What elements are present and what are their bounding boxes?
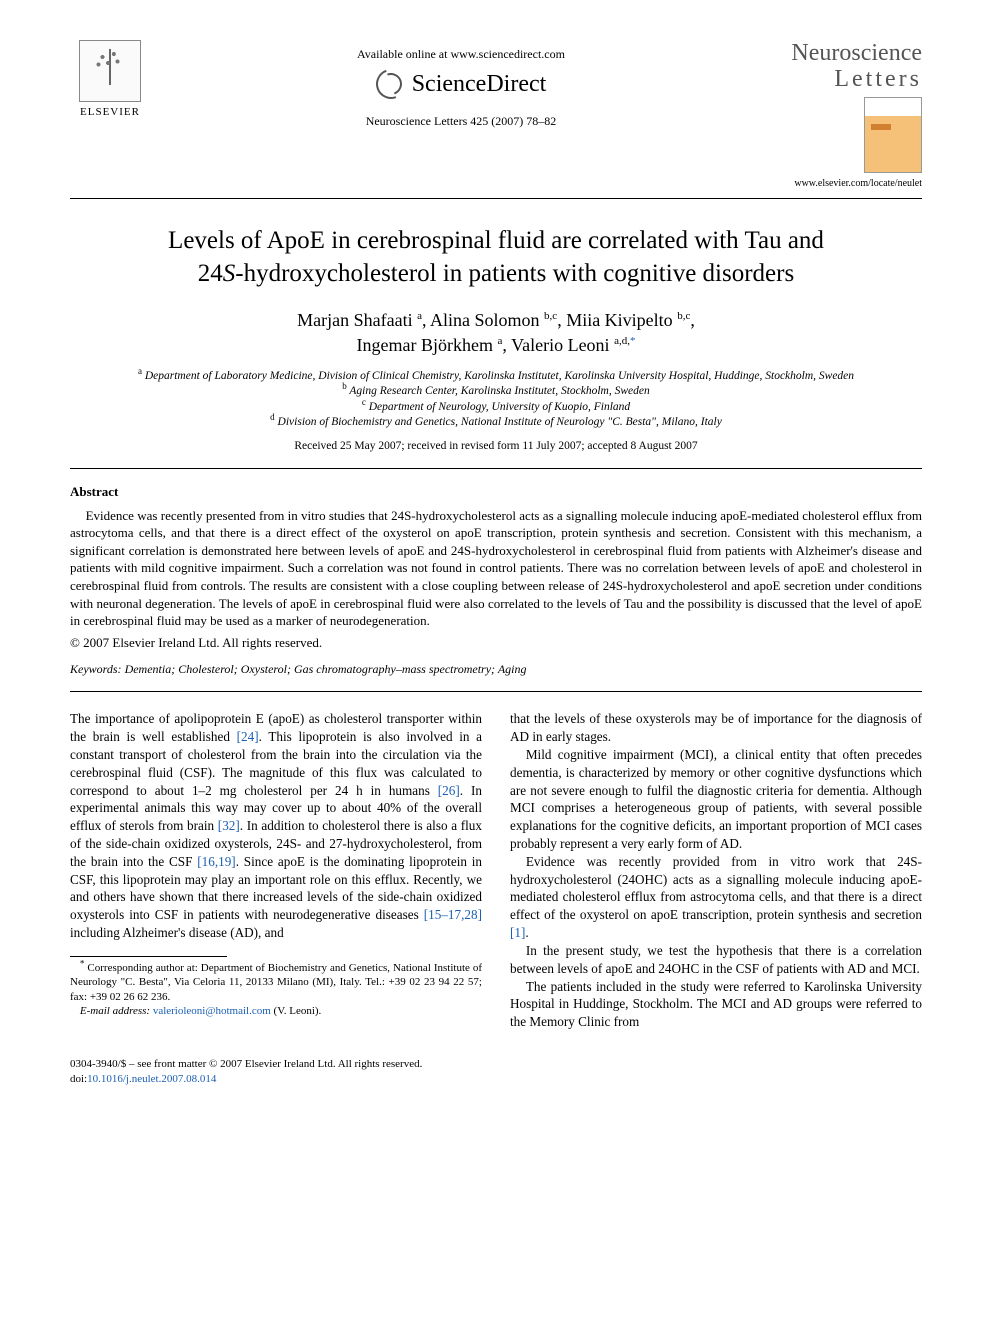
elsevier-label: ELSEVIER — [70, 105, 150, 120]
journal-cover-icon — [864, 97, 922, 173]
doi-prefix: doi: — [70, 1073, 87, 1085]
author-3-aff: b,c — [677, 310, 690, 322]
page-header: ELSEVIER Available online at www.science… — [70, 40, 922, 190]
affil-d: Division of Biochemistry and Genetics, N… — [278, 416, 722, 428]
author-email-link[interactable]: valerioleoni@hotmail.com — [153, 1005, 271, 1017]
author-2: Alina Solomon — [430, 310, 540, 330]
author-2-aff: b,c — [544, 310, 557, 322]
authors-block: Marjan Shafaati a, Alina Solomon b,c, Mi… — [70, 308, 922, 358]
journal-block: Neuroscience Letters www.elsevier.com/lo… — [772, 40, 922, 190]
doi-link[interactable]: 10.1016/j.neulet.2007.08.014 — [87, 1073, 216, 1085]
email-footnote: E-mail address: valerioleoni@hotmail.com… — [70, 1004, 482, 1018]
affil-c: Department of Neurology, University of K… — [369, 401, 631, 413]
body-p6: The patients included in the study were … — [510, 978, 922, 1031]
article-body: The importance of apolipoprotein E (apoE… — [70, 710, 922, 1031]
journal-title-line2: Letters — [772, 66, 922, 92]
author-4-aff: a — [498, 335, 503, 347]
keywords-line: Keywords: Dementia; Cholesterol; Oxyster… — [70, 661, 922, 677]
author-5: Valerio Leoni — [511, 335, 609, 355]
affil-b: Aging Research Center, Karolinska Instit… — [349, 385, 649, 397]
footer-left: 0304-3940/$ – see front matter © 2007 El… — [70, 1057, 422, 1087]
sciencedirect-label: ScienceDirect — [412, 68, 547, 100]
sciencedirect-logo: ScienceDirect — [150, 68, 772, 100]
author-5-aff: a,d, — [614, 335, 630, 347]
affiliations-block: a Department of Laboratory Medicine, Div… — [70, 369, 922, 431]
ref-16-19-link[interactable]: [16,19] — [197, 854, 235, 869]
body-p3: Mild cognitive impairment (MCI), a clini… — [510, 746, 922, 853]
footer-copyright-line: 0304-3940/$ – see front matter © 2007 El… — [70, 1058, 422, 1070]
header-rule — [70, 198, 922, 199]
journal-reference: Neuroscience Letters 425 (2007) 78–82 — [150, 113, 772, 129]
elsevier-logo: ELSEVIER — [70, 40, 150, 120]
abstract-heading: Abstract — [70, 483, 922, 501]
title-line1: Levels of ApoE in cerebrospinal fluid ar… — [168, 227, 824, 254]
sciencedirect-swoosh-icon — [371, 64, 411, 104]
ref-24-link[interactable]: [24] — [237, 729, 259, 744]
author-4: Ingemar Björkhem — [357, 335, 493, 355]
body-p5: In the present study, we test the hypoth… — [510, 942, 922, 978]
article-title: Levels of ApoE in cerebrospinal fluid ar… — [130, 225, 862, 290]
corresponding-footnote: * Corresponding author at: Department of… — [70, 961, 482, 1004]
post-abstract-rule — [70, 691, 922, 692]
pre-abstract-rule — [70, 468, 922, 469]
ref-1-link[interactable]: [1] — [510, 925, 525, 940]
abstract-copyright: © 2007 Elsevier Ireland Ltd. All rights … — [70, 634, 922, 652]
journal-title-line1: Neuroscience — [772, 40, 922, 66]
footnotes-block: * Corresponding author at: Department of… — [70, 961, 482, 1018]
author-3: Miia Kivipelto — [566, 310, 673, 330]
title-line2: 24S-hydroxycholesterol in patients with … — [198, 260, 794, 287]
body-p2: that the levels of these oxysterols may … — [510, 710, 922, 746]
keywords-list: Dementia; Cholesterol; Oxysterol; Gas ch… — [125, 662, 527, 676]
abstract-body: Evidence was recently presented from in … — [70, 507, 922, 630]
header-center: Available online at www.sciencedirect.co… — [150, 40, 772, 129]
affil-a: Department of Laboratory Medicine, Divis… — [145, 370, 854, 382]
elsevier-tree-icon — [79, 40, 141, 102]
page-footer: 0304-3940/$ – see front matter © 2007 El… — [70, 1057, 922, 1087]
author-1: Marjan Shafaati — [297, 310, 412, 330]
available-online-line: Available online at www.sciencedirect.co… — [150, 46, 772, 62]
ref-15-17-28-link[interactable]: [15–17,28] — [424, 907, 482, 922]
journal-url: www.elsevier.com/locate/neulet — [772, 177, 922, 191]
article-dates: Received 25 May 2007; received in revise… — [70, 439, 922, 455]
body-p1: The importance of apolipoprotein E (apoE… — [70, 710, 482, 942]
footnote-rule — [70, 956, 227, 957]
journal-title: Neuroscience Letters — [772, 40, 922, 93]
keywords-label: Keywords: — [70, 662, 122, 676]
ref-26-link[interactable]: [26] — [438, 783, 460, 798]
ref-32-link[interactable]: [32] — [218, 818, 240, 833]
author-1-aff: a — [417, 310, 422, 322]
body-p4: Evidence was recently provided from in v… — [510, 853, 922, 942]
corresponding-author-link[interactable]: * — [630, 335, 636, 347]
